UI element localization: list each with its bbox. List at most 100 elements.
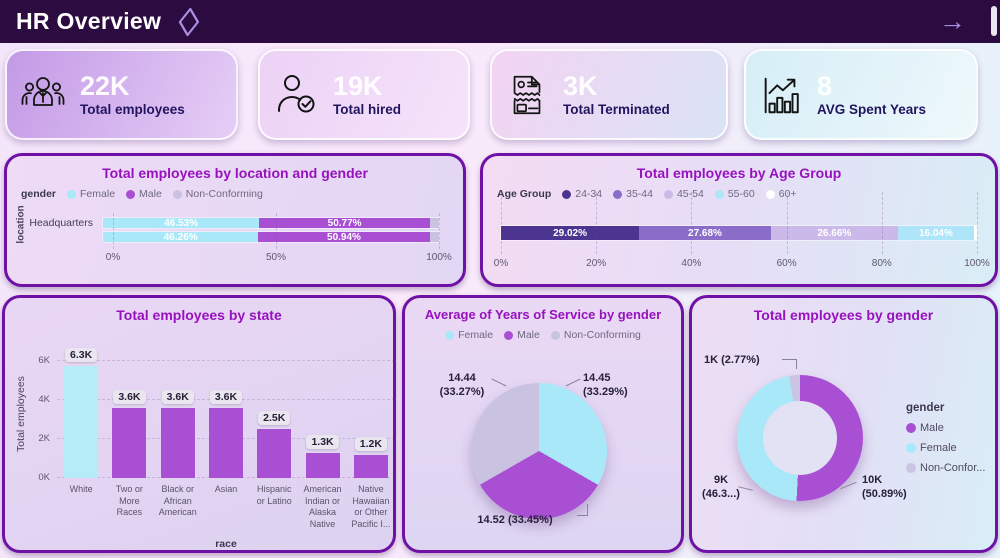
kpi-card-total-employees[interactable]: 22K Total employees bbox=[5, 49, 238, 140]
bar-segment-60+[interactable] bbox=[974, 226, 977, 240]
legend-item-24-34[interactable]: 24-34 bbox=[562, 188, 602, 200]
x-tick: 20% bbox=[586, 258, 607, 269]
category-label: Asian bbox=[214, 484, 238, 494]
kpi-label: AVG Spent Years bbox=[817, 102, 927, 118]
pie-label-line: (50.89%) bbox=[862, 487, 907, 500]
pie-label-line: (46.3...) bbox=[702, 487, 740, 500]
legend-item-Female[interactable]: Female bbox=[445, 329, 493, 341]
panel-age-group: Total employees by Age Group Age Group 24… bbox=[480, 153, 998, 287]
gridline bbox=[596, 192, 598, 254]
legend-dot bbox=[613, 189, 623, 199]
y-tick: 2K bbox=[38, 433, 50, 444]
legend-item-Female[interactable]: Female bbox=[906, 442, 957, 454]
bar-segment-24-34[interactable]: 29.02% bbox=[501, 226, 640, 240]
kpi-value: 22K bbox=[80, 70, 130, 101]
category-label: Native Hawaiian or Other Pacific I... bbox=[351, 484, 391, 530]
pie-label-line: 14.45 bbox=[583, 372, 611, 384]
donut-label-male: 10K (50.89%) bbox=[862, 474, 934, 502]
value-label: 3.6K bbox=[209, 389, 243, 404]
kpi-card-total-hired[interactable]: 19K Total hired bbox=[258, 49, 470, 140]
bar-Hispanic or Latino[interactable] bbox=[257, 429, 292, 478]
pie-label-line: 14.44 bbox=[448, 372, 476, 384]
bar-column: 3.6K bbox=[154, 348, 202, 478]
pie-label-female: 14.45 (33.29%) bbox=[583, 372, 647, 400]
legend-dot bbox=[550, 330, 560, 340]
diamond-icon bbox=[179, 7, 200, 36]
legend-item-35-44[interactable]: 35-44 bbox=[613, 188, 653, 200]
legend-label: 60+ bbox=[778, 188, 797, 200]
legend-label: Non-Conforming bbox=[185, 188, 263, 200]
kpi-label: Total hired bbox=[333, 102, 402, 118]
legend-item-45-54[interactable]: 45-54 bbox=[663, 188, 704, 200]
x-tick: 60% bbox=[776, 258, 797, 269]
bar-segment-Male[interactable]: 50.94% bbox=[258, 232, 430, 242]
kpi-card-avg-spent-years[interactable]: 8 AVG Spent Years bbox=[744, 49, 978, 140]
legend-label: Female bbox=[920, 442, 957, 454]
gridline bbox=[977, 192, 978, 254]
bar-American Indian or Alaska Native[interactable] bbox=[305, 452, 340, 478]
bar-Asian[interactable] bbox=[208, 407, 243, 478]
pie-label-line: (33.29%) bbox=[583, 385, 628, 398]
panel-years-of-service: Average of Years of Service by gender Fe… bbox=[402, 295, 684, 553]
legend-item-Male[interactable]: Male bbox=[504, 329, 540, 341]
legend-item-Male[interactable]: Male bbox=[906, 422, 944, 434]
pie-label-line: 1K (2.77%) bbox=[704, 354, 760, 366]
plot-area: 29.02% 27.68% 26.66% 16.04% 0% 20% 40% 60% 80% 1… bbox=[494, 192, 990, 282]
bar-segment-Non-Conforming[interactable] bbox=[429, 218, 439, 228]
gridline bbox=[786, 192, 788, 254]
chart-title: Total employees by Age Group bbox=[636, 165, 842, 181]
bar-segment-Female[interactable]: 46.26% bbox=[103, 232, 259, 242]
y-tick: 4K bbox=[38, 394, 50, 405]
x-tick: 50% bbox=[265, 252, 287, 263]
legend: gender Male Female Non-Confor... bbox=[906, 402, 985, 474]
legend-label: Non-Conforming bbox=[563, 329, 641, 341]
gridline bbox=[439, 213, 440, 249]
plot-area: 0K 2K 4K 6K 6.3K 3.6K 3.6K 3.6K 2.5K 1.3K 1.2K bbox=[38, 348, 395, 483]
value-label: 1.2K bbox=[354, 436, 387, 451]
value-label: 3.6K bbox=[113, 389, 146, 404]
legend-item-Male[interactable]: Male bbox=[126, 188, 162, 200]
pie-label-line: 9K bbox=[713, 474, 729, 486]
bar-segment-Female[interactable]: 46.53% bbox=[103, 218, 260, 228]
pie-label-line: 14.52 (33.45%) bbox=[477, 514, 553, 526]
legend-label: Female bbox=[80, 188, 116, 200]
legend-item-Female[interactable]: Female bbox=[67, 188, 115, 200]
legend-item-Non-Conforming[interactable]: Non-Conforming bbox=[172, 188, 263, 200]
arrow-right-icon[interactable]: → bbox=[939, 6, 966, 36]
x-axis-categories: White Two or More Races Black or African A… bbox=[57, 484, 395, 531]
bar-Black or African American[interactable] bbox=[160, 407, 195, 478]
panel-employees-by-gender: Total employees by gender gender Male Fema… bbox=[689, 295, 998, 553]
pie-chart[interactable] bbox=[471, 383, 607, 519]
stacked-bars: 29.02% 27.68% 26.66% 16.04% bbox=[501, 226, 977, 240]
scrollbar-thumb[interactable] bbox=[991, 6, 997, 36]
donut-chart[interactable] bbox=[737, 375, 863, 501]
legend-item-Non-Conforming[interactable]: Non-Conforming bbox=[550, 329, 641, 341]
legend-dot bbox=[663, 189, 673, 199]
stacked-bar-row: 29.02% 27.68% 26.66% 16.04% bbox=[501, 226, 977, 240]
label-connector bbox=[491, 378, 507, 387]
legend-title: gender bbox=[21, 188, 57, 200]
value-label: 1.3K bbox=[306, 434, 339, 449]
chart-title: Total employees by gender bbox=[753, 307, 934, 323]
bar-segment-35-44[interactable]: 27.68% bbox=[639, 226, 771, 240]
pie-label-non-conforming: 14.44 (33.27%) bbox=[433, 372, 491, 400]
bar-Two or More Races[interactable] bbox=[112, 407, 147, 478]
bar-Native Hawaiian or Other Pacific I...[interactable] bbox=[353, 454, 388, 478]
people-group-icon bbox=[21, 76, 65, 106]
legend-dot bbox=[67, 189, 77, 199]
gridline bbox=[501, 192, 502, 254]
legend-item-Non-Confor...[interactable]: Non-Confor... bbox=[906, 462, 985, 474]
bar-segment-Male[interactable]: 50.77% bbox=[259, 218, 430, 228]
donut-label-non-conforming: 1K (2.77%) bbox=[704, 354, 780, 368]
category-label: White bbox=[69, 484, 93, 494]
legend-item-55-60[interactable]: 55-60 bbox=[714, 188, 755, 200]
stacked-bar: 46.53% 50.77% bbox=[103, 218, 439, 228]
legend-dot bbox=[445, 330, 455, 340]
stacked-bar: 46.26% 50.94% bbox=[103, 232, 439, 242]
bar-White[interactable] bbox=[64, 366, 99, 478]
bar-segment-55-60[interactable]: 16.04% bbox=[897, 226, 975, 240]
bar-segment-Non-Conforming[interactable] bbox=[429, 232, 439, 242]
kpi-card-total-terminated[interactable]: 3K Total Terminated bbox=[490, 49, 728, 140]
legend-item-60+[interactable]: 60+ bbox=[765, 188, 797, 200]
bar-segment-45-54[interactable]: 26.66% bbox=[770, 226, 898, 240]
